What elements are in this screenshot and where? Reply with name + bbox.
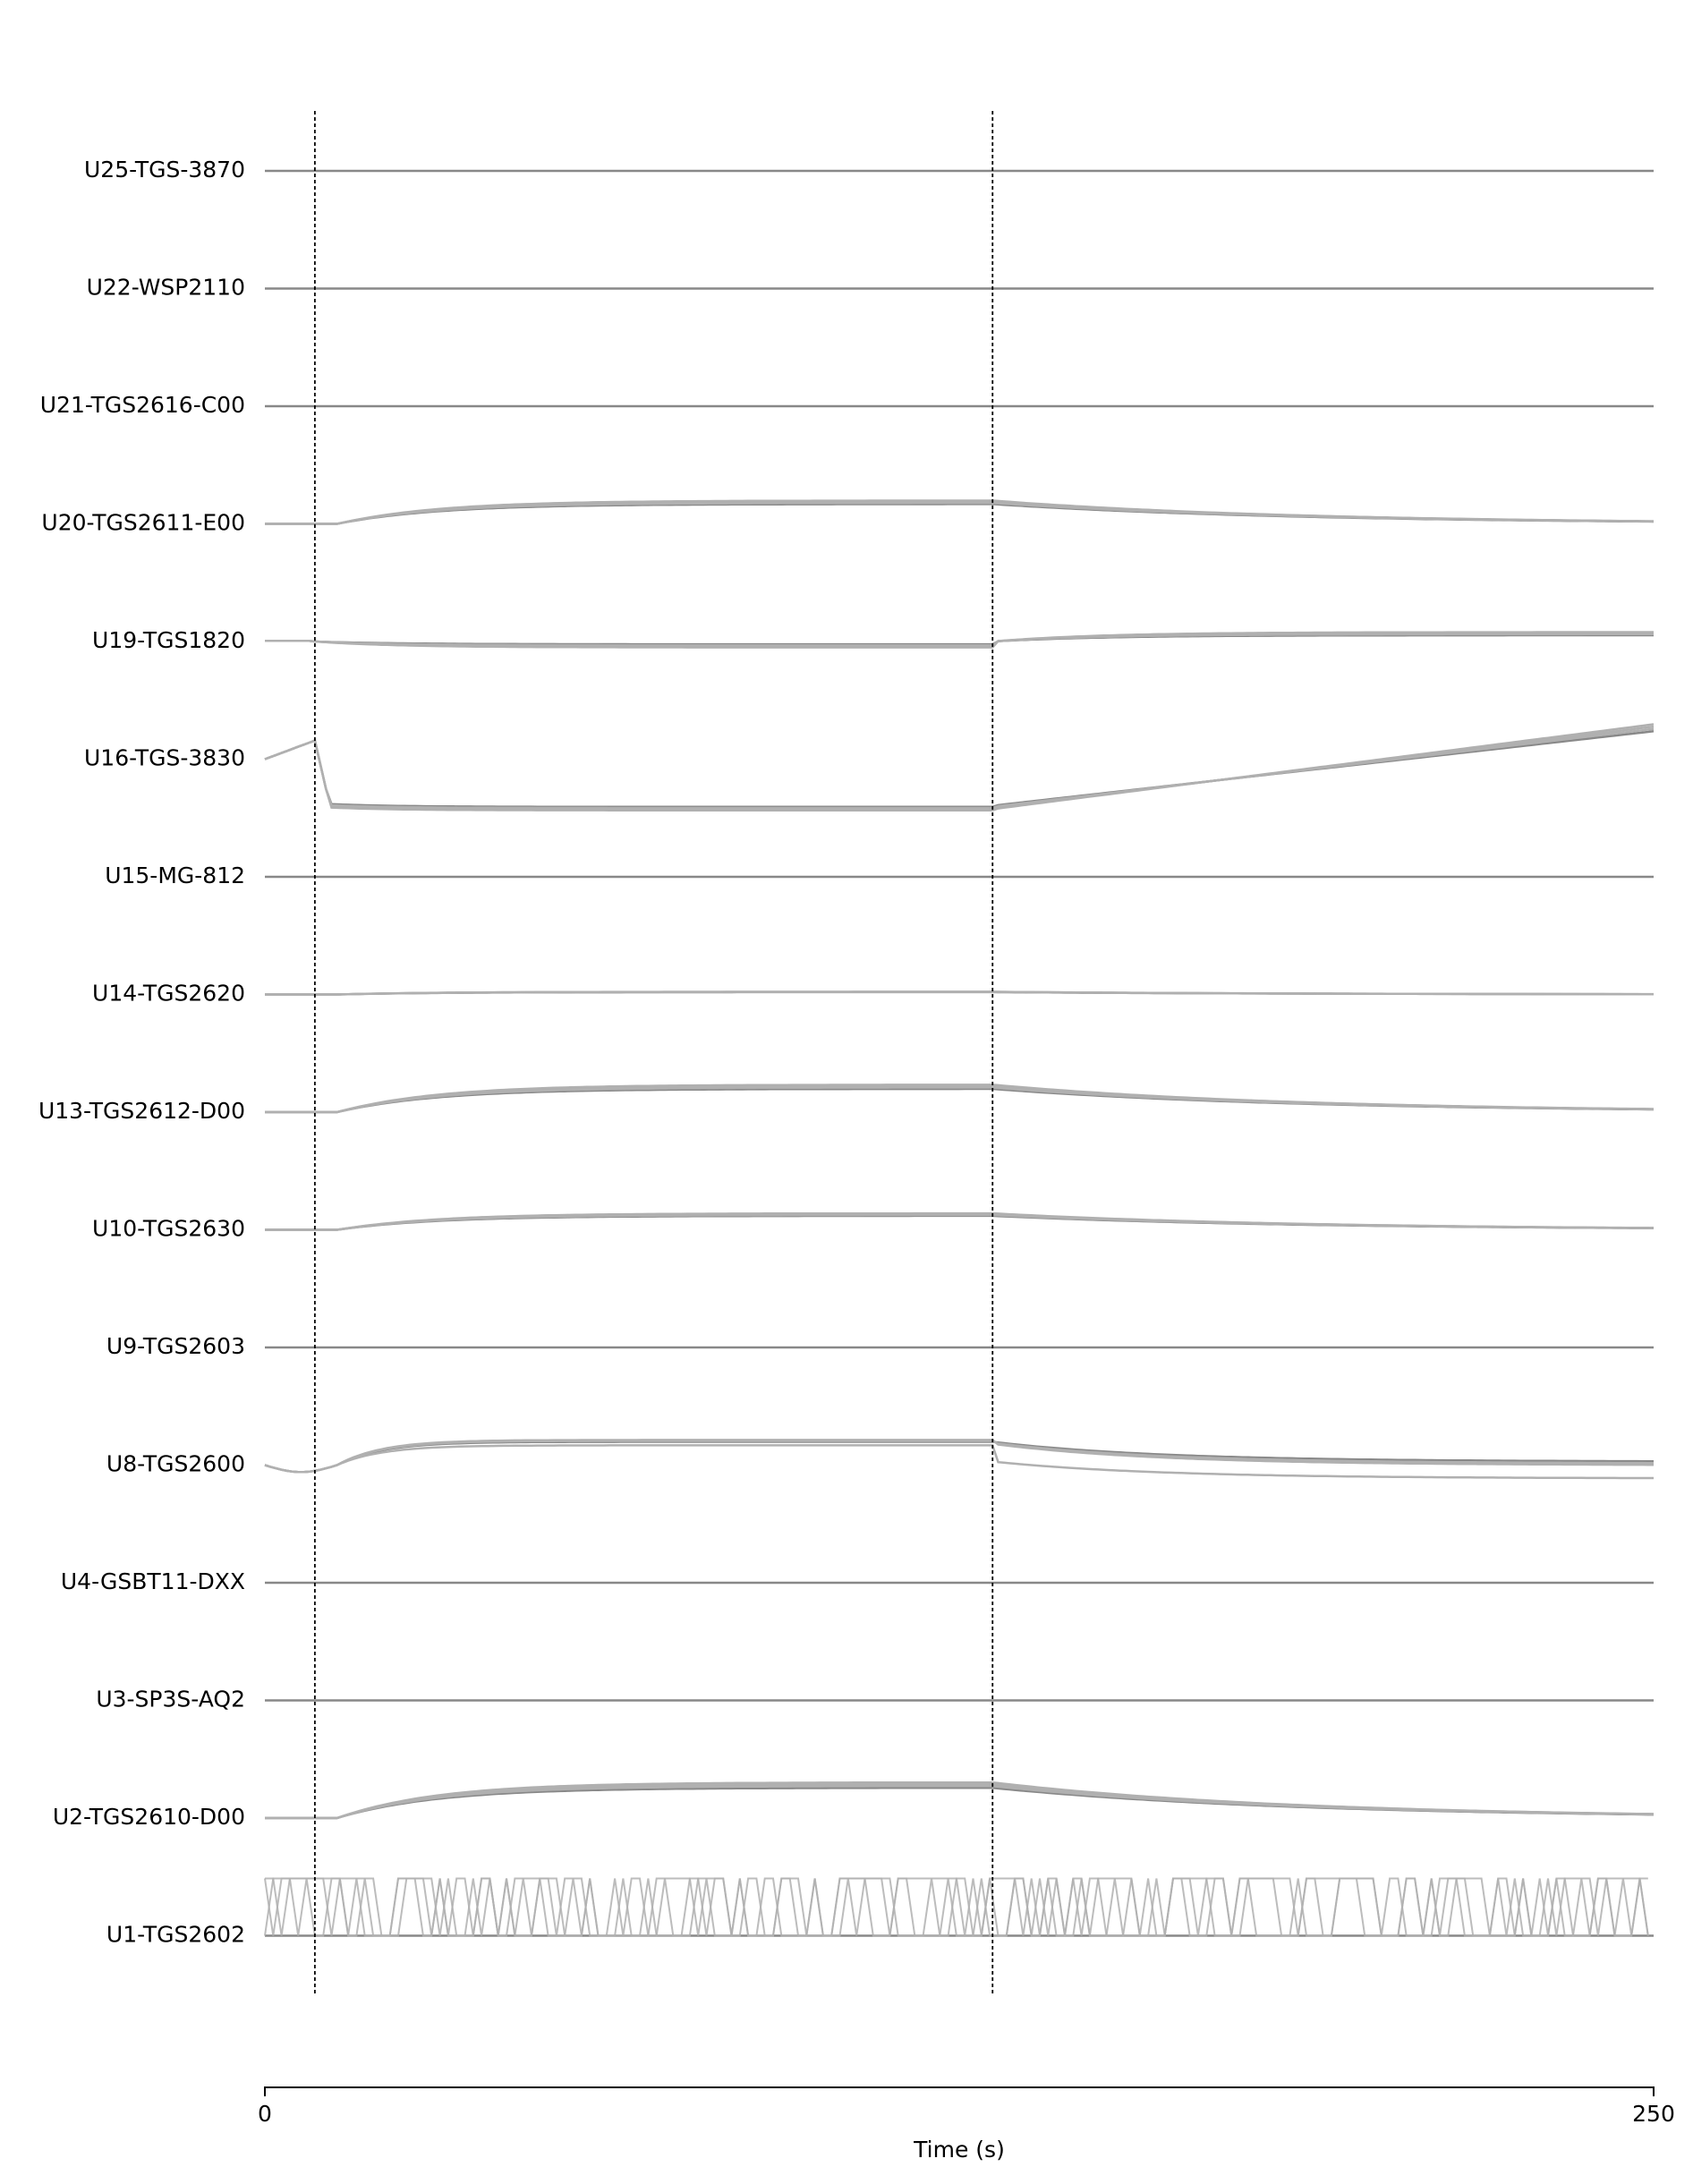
sensor-trace	[265, 1782, 1655, 1820]
row-label: U20-TGS2611-E00	[41, 510, 245, 536]
sensor-trace	[264, 1439, 1654, 1474]
x-axis-title: Time (s)	[913, 2137, 1005, 2163]
sensor-trace	[264, 1444, 1654, 1480]
row-label: U14-TGS2620	[92, 981, 245, 1007]
row-label: U9-TGS2603	[106, 1333, 245, 1359]
row-labels-layer: U25-TGS-3870 U22-WSP2110 U21-TGS2616-C00 U2…	[38, 157, 245, 1948]
sensor-trace	[265, 1877, 1649, 1937]
row-label: U13-TGS2612-D00	[38, 1098, 245, 1124]
sensor-trace	[264, 727, 1655, 810]
sensor-trace	[264, 723, 1655, 812]
traces-layer	[264, 169, 1655, 1937]
row-label: U3-SP3S-AQ2	[96, 1687, 245, 1712]
row-label: U25-TGS-3870	[84, 157, 245, 183]
row-label: U2-TGS2610-D00	[53, 1804, 245, 1830]
row-label: U21-TGS2616-C00	[40, 392, 245, 418]
row-label: U19-TGS1820	[92, 627, 245, 653]
sensor-trace	[265, 633, 1654, 646]
sensor-trace	[265, 1211, 1655, 1231]
sensor-trace	[265, 990, 1654, 996]
sensor-trace	[265, 1084, 1655, 1114]
sensor-trace	[265, 1780, 1655, 1820]
x-tick-label: 250	[1632, 2101, 1675, 2127]
row-label: U1-TGS2602	[106, 1922, 245, 1948]
sensor-trace	[264, 730, 1655, 809]
row-label: U10-TGS2630	[92, 1216, 245, 1242]
row-label: U4-GSBT11-DXX	[61, 1568, 245, 1594]
event-markers-layer	[313, 111, 994, 1993]
row-label: U15-MG-812	[105, 863, 245, 888]
sensor-trace	[265, 499, 1654, 525]
row-label: U16-TGS-3830	[84, 745, 245, 771]
x-tick-label: 0	[258, 2101, 272, 2127]
row-label: U22-WSP2110	[87, 275, 245, 301]
row-label: U8-TGS2600	[106, 1451, 245, 1477]
sensor-trace	[264, 725, 1655, 811]
sensor-trace	[265, 631, 1654, 649]
x-axis: 0 250 Time (s)	[258, 2086, 1675, 2163]
